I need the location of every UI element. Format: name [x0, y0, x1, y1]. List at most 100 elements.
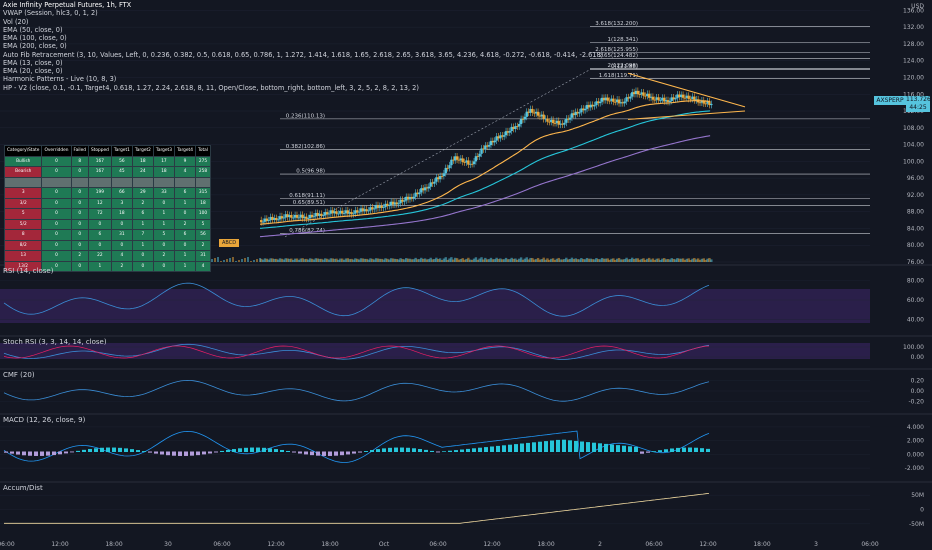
- macd-histogram-bar: [460, 449, 464, 452]
- stats-cell: 0: [41, 239, 72, 251]
- stats-header-cell: Total: [194, 145, 212, 157]
- volume-bar: [446, 259, 449, 262]
- candle: [350, 212, 353, 215]
- time-axis[interactable]: 06:00 12:00 18:00 30 06:00 12:00 18:00 Oct 06:00…: [0, 541, 879, 548]
- candle: [670, 97, 673, 101]
- accum-label[interactable]: Accum/Dist: [3, 484, 43, 492]
- candle: [359, 208, 363, 212]
- candle: [679, 94, 683, 98]
- rsi-label[interactable]: RSI (14, close): [3, 267, 54, 275]
- macd-histogram-bar: [112, 447, 116, 452]
- price-axis[interactable]: 136.00132.00128.00124.00120.00116.00112.…: [903, 3, 924, 266]
- volume-bar: [425, 259, 429, 262]
- volume-bar: [470, 259, 474, 262]
- fib-label: 0.5(96.98): [296, 169, 325, 175]
- candle: [702, 100, 705, 104]
- candle: [444, 167, 447, 174]
- candle: [557, 120, 560, 125]
- candle: [657, 97, 660, 101]
- legend-item-ema50[interactable]: EMA (50, close, 0): [3, 25, 63, 34]
- volume-bar: [542, 257, 545, 262]
- volume-bar: [638, 259, 641, 262]
- legend-item-ema200[interactable]: EMA (200, close, 0): [3, 42, 67, 51]
- volume-bar: [482, 259, 485, 262]
- volume-bar: [508, 259, 511, 262]
- macd-histogram-bar: [160, 451, 164, 455]
- stoch-label[interactable]: Stoch RSI (3, 3, 14, 14, close): [3, 338, 107, 346]
- volume-bar: [457, 259, 461, 262]
- legend-item-hpv2[interactable]: HP - V2 (close, 0.1, -0.1, Target4, 0.61…: [3, 83, 419, 92]
- stats-cell: 1: [152, 218, 175, 230]
- candle: [427, 186, 431, 189]
- volume-bar: [691, 258, 694, 262]
- stats-cell: 66: [110, 187, 133, 199]
- volume-bar: [501, 259, 504, 262]
- volume-bar: [553, 259, 557, 262]
- candle: [320, 213, 323, 216]
- legend-item-vol[interactable]: Vol (20): [3, 17, 29, 26]
- candle: [493, 140, 496, 143]
- macd-histogram-bar: [196, 451, 200, 456]
- volume-bar: [312, 259, 316, 262]
- candle: [352, 213, 355, 215]
- candle: [399, 199, 402, 204]
- candle: [698, 102, 702, 104]
- chart-title[interactable]: Axie Infinity Perpetual Futures, 1h, FTX: [3, 1, 132, 9]
- volume-bar: [631, 257, 634, 262]
- legend-item-vwap[interactable]: VWAP (Session, hlc3, 0, 1, 2): [3, 9, 98, 18]
- price-tick-label: 76.00: [907, 259, 924, 266]
- fib-label: 2(122.096): [607, 63, 638, 69]
- legend-item-ema13[interactable]: EMA (13, close, 0): [3, 58, 63, 67]
- candle: [467, 160, 470, 165]
- cmf-label[interactable]: CMF (20): [3, 371, 35, 379]
- time-tick: Oct: [379, 541, 390, 548]
- volume-bar: [559, 259, 562, 262]
- volume-bar: [459, 258, 463, 262]
- macd-histogram-bar: [274, 449, 278, 452]
- legend-item-harmonic[interactable]: Harmonic Patterns - Live (10, 8, 3): [3, 75, 117, 84]
- volume-bar: [295, 258, 299, 262]
- abcd-pattern-tag: ABCD: [219, 239, 240, 247]
- volume-bar: [226, 259, 228, 262]
- macd-histogram-bar: [304, 451, 308, 455]
- macd-histogram-bar: [58, 451, 62, 455]
- time-tick: 30: [164, 541, 172, 548]
- candle: [310, 214, 314, 218]
- candle: [269, 216, 272, 221]
- legend-item-autofib[interactable]: Auto Fib Retracement (3, 10, Values, Lef…: [3, 50, 604, 59]
- candle: [335, 211, 338, 214]
- candle: [393, 202, 397, 205]
- volume-bar: [348, 259, 351, 262]
- candle: [337, 213, 340, 215]
- stats-cell: 24: [131, 166, 154, 178]
- volume-bar: [502, 259, 506, 262]
- volume-bar: [644, 259, 647, 262]
- macd-histogram-bar: [550, 440, 554, 452]
- volume-bar: [376, 258, 380, 262]
- volume-bar: [253, 260, 255, 262]
- stats-cell: 2: [194, 239, 212, 251]
- legend-item-ema20[interactable]: EMA (20, close, 0): [3, 67, 63, 75]
- volume-bar: [405, 258, 408, 262]
- candle: [389, 201, 393, 206]
- candle: [583, 108, 587, 111]
- candle: [599, 101, 602, 104]
- volume-bar: [371, 258, 374, 262]
- volume-bar: [280, 258, 284, 262]
- macd-label[interactable]: MACD (12, 26, close, 9): [3, 416, 86, 424]
- candle: [663, 97, 666, 102]
- candle: [636, 90, 640, 95]
- volume-bar: [657, 258, 660, 262]
- candle: [617, 99, 621, 104]
- stats-header-cell: Overridden: [41, 145, 72, 157]
- candle: [595, 101, 598, 106]
- candle: [476, 156, 479, 158]
- macd-histogram-bar: [238, 448, 242, 452]
- macd-histogram-bar: [514, 444, 518, 452]
- legend-item-ema100[interactable]: EMA (100, close, 0): [3, 34, 67, 42]
- candle: [276, 219, 280, 221]
- stats-row: 3 0 0 199 66 29 33 6 315: [3, 187, 212, 199]
- macd-histogram-bar: [586, 442, 590, 452]
- volume-bar: [514, 258, 517, 262]
- candle: [371, 207, 374, 210]
